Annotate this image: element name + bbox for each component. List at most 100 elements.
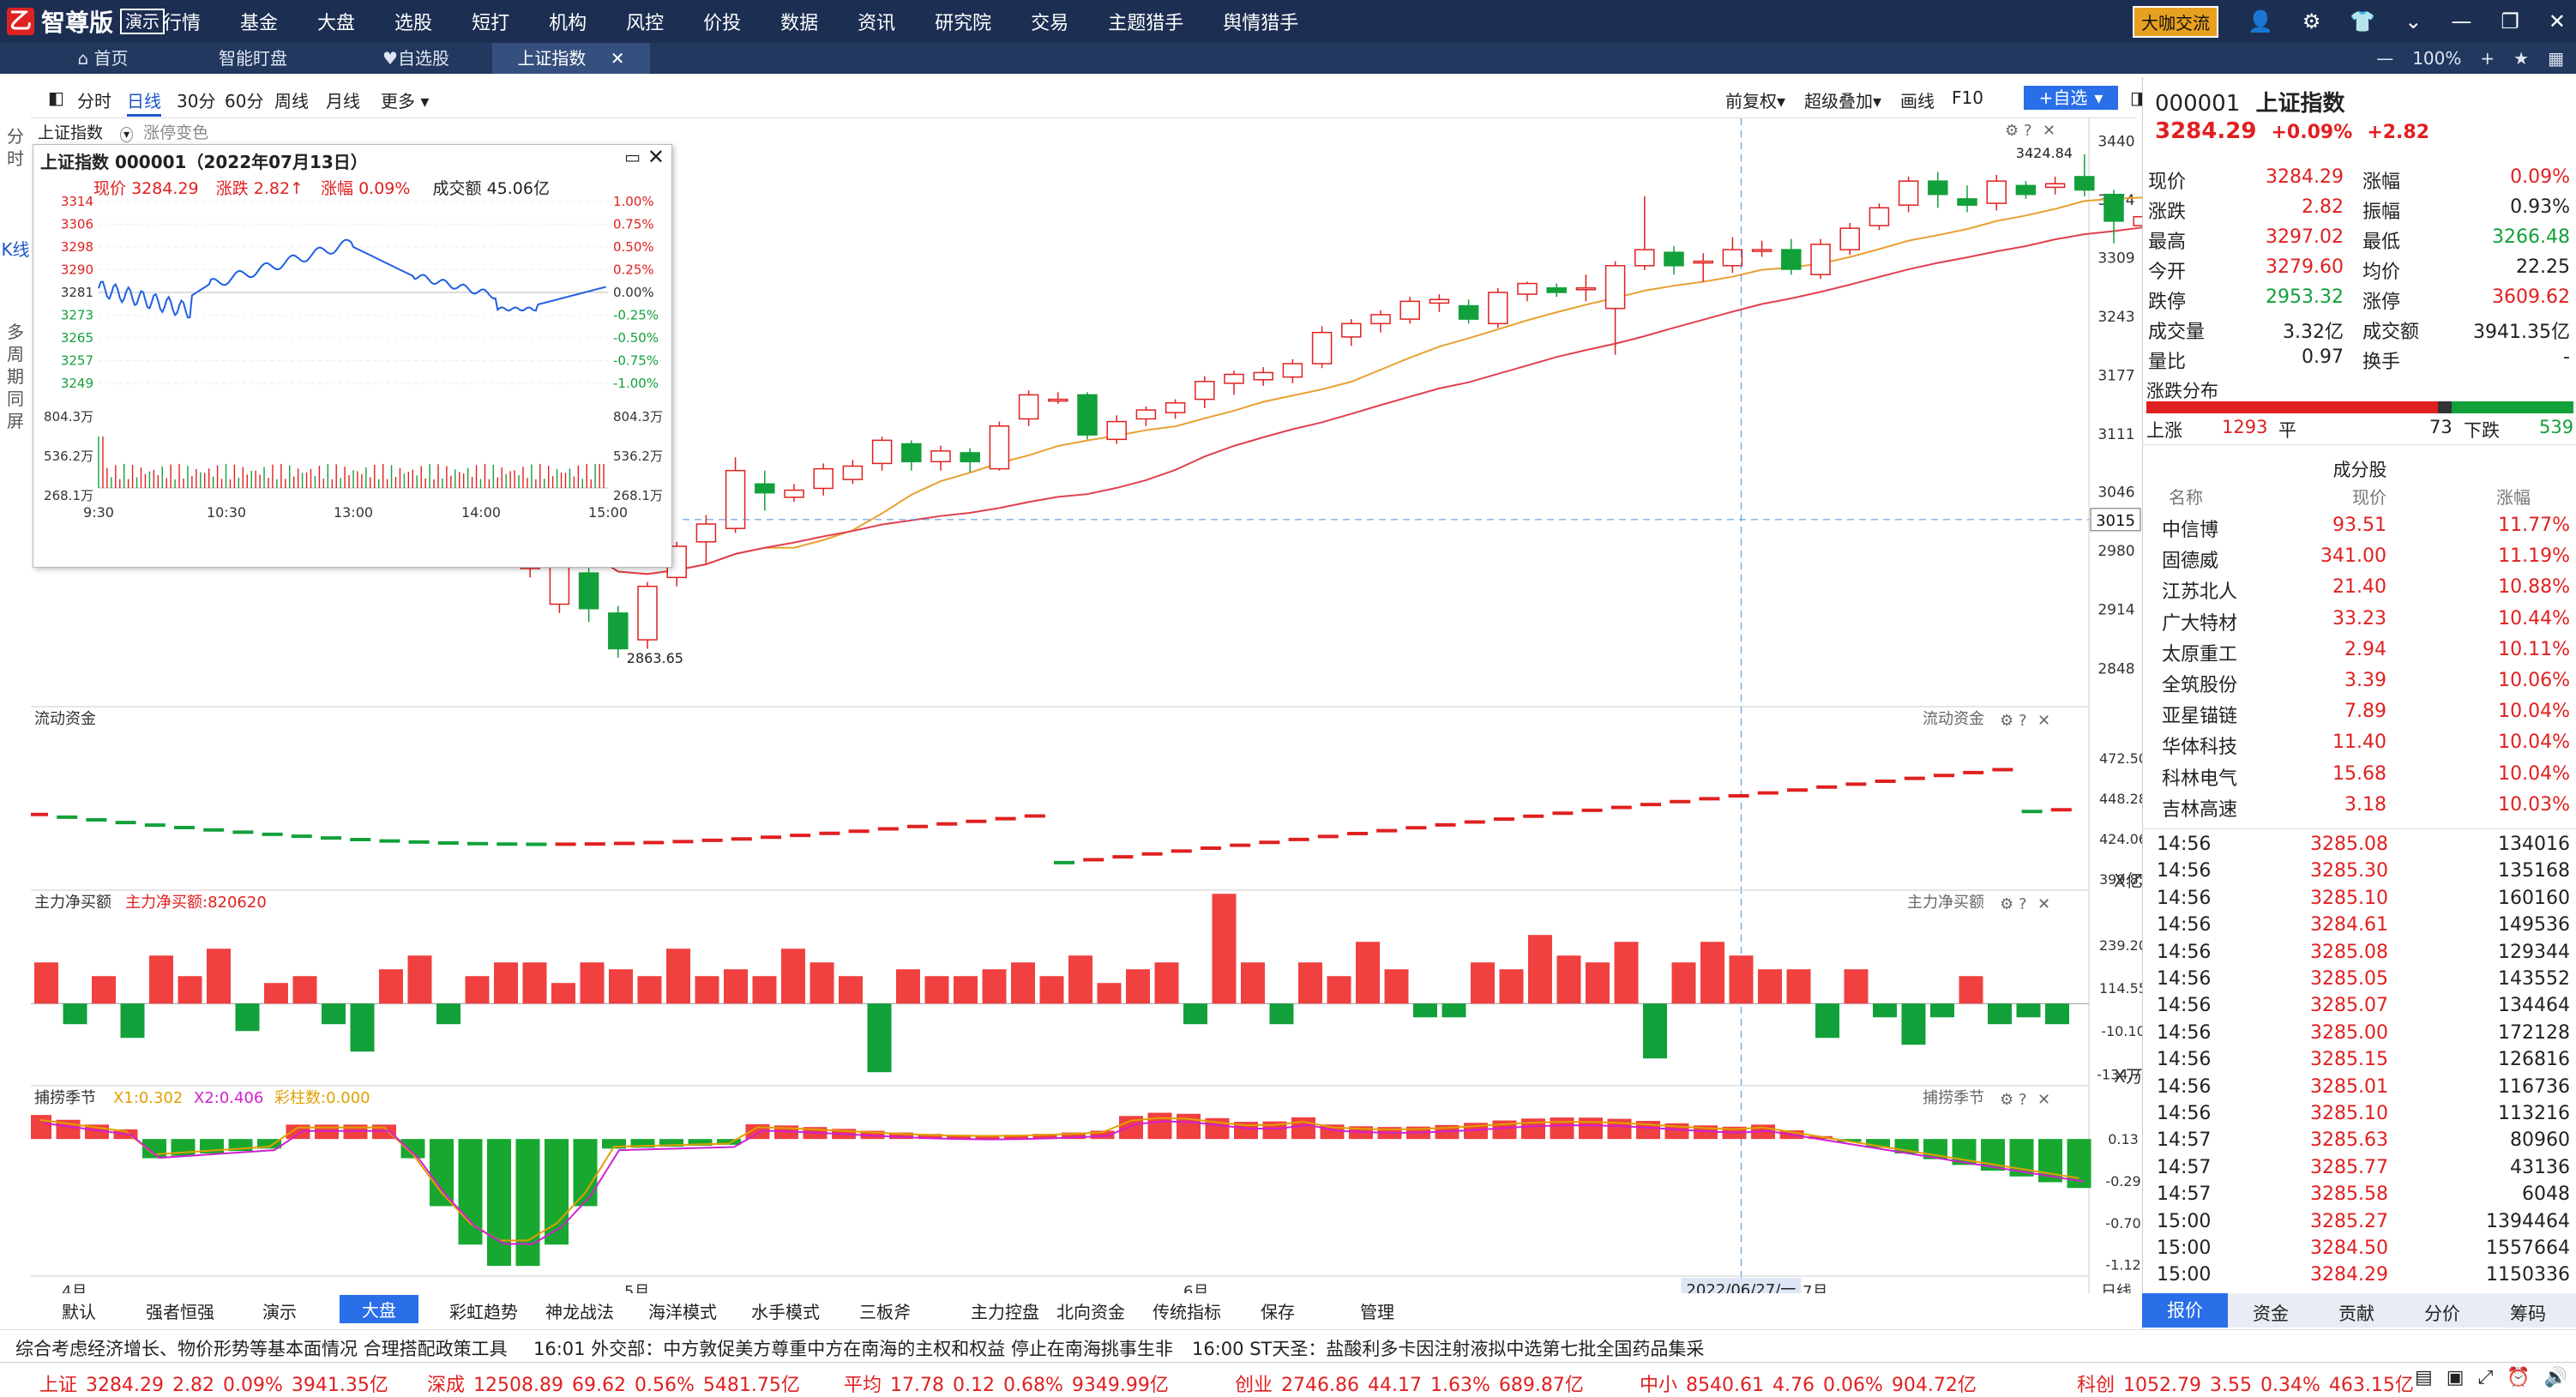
period-weekly[interactable]: 周线	[274, 91, 309, 111]
template-tab[interactable]: 大盘	[340, 1295, 418, 1323]
tab-close-icon[interactable]: ✕	[610, 48, 625, 69]
ticker-item[interactable]: 深成 12508.89 69.62 0.56% 5481.75亿	[427, 1370, 809, 1397]
menu-item[interactable]: 主题猎手	[1108, 13, 1184, 34]
template-tab[interactable]: 传统指标	[1153, 1302, 1221, 1322]
tab-home[interactable]: ⌂ 首页	[51, 43, 154, 74]
tab-smart-watch[interactable]: 智能盯盘	[197, 43, 309, 74]
chevron-down-icon[interactable]: ▾	[120, 127, 134, 142]
kline-chart[interactable]: 3440337433093243317731113046298029142848…	[31, 118, 2142, 1293]
calc-icon[interactable]: ▣	[2446, 1367, 2465, 1388]
ticker-item[interactable]: 上证 3284.29 2.82 0.09% 3941.35亿	[39, 1370, 397, 1397]
menu-item[interactable]: 研究院	[935, 13, 992, 34]
component-row[interactable]: 广大特材 33.23 10.44%	[2143, 605, 2576, 635]
main-help-icon[interactable]: ?	[2024, 122, 2032, 140]
template-tab[interactable]: 管理	[1360, 1302, 1394, 1322]
component-row[interactable]: 固德威 341.00 11.19%	[2143, 542, 2576, 573]
template-tab[interactable]: 北向资金	[1056, 1302, 1125, 1322]
quote-tab[interactable]: 报价	[2142, 1293, 2228, 1328]
netbuy-panel-tool-icon[interactable]: ✕	[2037, 895, 2050, 913]
flow-panel-tool-icon[interactable]: ?	[2019, 712, 2027, 730]
sound-icon[interactable]: 🔊	[2543, 1367, 2567, 1388]
menu-item[interactable]: 数据	[780, 13, 819, 34]
template-tab[interactable]: 演示	[262, 1302, 297, 1322]
quote-tab[interactable]: 分价	[2424, 1304, 2460, 1324]
menu-item[interactable]: 大盘	[317, 13, 356, 34]
component-row[interactable]: 全筑股份 3.39 10.06%	[2143, 666, 2576, 697]
quote-tab[interactable]: 贡献	[2338, 1304, 2374, 1324]
close-icon[interactable]: ✕	[2548, 9, 2566, 33]
news-icon[interactable]: ▤	[2414, 1367, 2433, 1388]
zoom-out-icon[interactable]: —	[2376, 48, 2394, 69]
limit-up-color-option[interactable]: 涨停变色	[143, 123, 209, 142]
ticker-item[interactable]: 创业 2746.86 44.17 1.63% 689.87亿	[1235, 1370, 1592, 1397]
season-panel-tool-icon[interactable]: ?	[2019, 1091, 2027, 1109]
news-item[interactable]: 16:01 外交部：中方敦促美方尊重中方在南海的主权和权益 停止在南海挑事生非	[533, 1339, 1173, 1359]
template-tab[interactable]: 默认	[62, 1302, 96, 1322]
ticker-item[interactable]: 平均 17.78 0.12 0.68% 9349.99亿	[844, 1370, 1177, 1397]
popup-minimize-icon[interactable]: ▭	[624, 147, 641, 167]
template-tab[interactable]: 海洋模式	[648, 1302, 717, 1322]
dropdown-icon[interactable]: ⌄	[2404, 9, 2423, 33]
chevron-down-icon[interactable]: ▾	[2094, 87, 2104, 108]
template-tab[interactable]: 强者恒强	[146, 1302, 214, 1322]
chart-icon[interactable]: ⤢	[2477, 1367, 2494, 1388]
period-30min[interactable]: 30分	[177, 91, 216, 111]
add-watchlist-button[interactable]: +自选 ▾	[2024, 86, 2118, 110]
menu-item[interactable]: 行情	[163, 13, 202, 34]
layout-icon[interactable]: ▦	[2548, 48, 2564, 69]
quote-tab[interactable]: 筹码	[2510, 1304, 2546, 1324]
component-row[interactable]: 太原重工 2.94 10.11%	[2143, 635, 2576, 666]
minimize-icon[interactable]: —	[2451, 9, 2472, 33]
period-daily[interactable]: 日线	[127, 87, 161, 117]
draw-line-button[interactable]: 画线	[1900, 91, 1935, 111]
star-icon[interactable]: ★	[2513, 48, 2530, 69]
menu-item[interactable]: 资讯	[858, 13, 896, 34]
period-more[interactable]: 更多 ▾	[381, 91, 430, 111]
component-row[interactable]: 吉林高速 3.18 10.03%	[2143, 791, 2576, 822]
menu-item[interactable]: 风控	[626, 13, 665, 34]
menu-item[interactable]: 价投	[703, 13, 742, 34]
popup-close-icon[interactable]: ✕	[647, 145, 665, 169]
main-settings-icon[interactable]: ⚙	[2005, 122, 2019, 140]
flow-panel-tool-icon[interactable]: ⚙	[2000, 712, 2013, 730]
quote-tab[interactable]: 资金	[2253, 1304, 2289, 1324]
template-tab[interactable]: 三板斧	[859, 1302, 911, 1322]
main-close-icon[interactable]: ✕	[2043, 122, 2055, 140]
menu-item[interactable]: 短打	[472, 13, 510, 34]
skin-icon[interactable]: 👕	[2350, 9, 2376, 33]
tab-sse-index[interactable]: 上证指数 ✕	[492, 43, 650, 74]
flow-panel-tool-icon[interactable]: ✕	[2037, 712, 2050, 730]
template-tab[interactable]: 彩虹趋势	[449, 1302, 518, 1322]
settings-icon[interactable]: ⚙	[2302, 9, 2321, 33]
period-60min[interactable]: 60分	[225, 91, 264, 111]
alarm-icon[interactable]: ⏰	[2507, 1367, 2531, 1388]
news-item[interactable]: 16:00 ST天圣：盐酸利多卡因注射液拟中选第七批全国药品集采	[1192, 1339, 1705, 1359]
left-tab-timeshare[interactable]: 分时	[0, 125, 31, 170]
adjust-dropdown[interactable]: 前复权▾	[1725, 91, 1786, 111]
template-tab[interactable]: 主力控盘	[971, 1302, 1039, 1322]
period-monthly[interactable]: 月线	[326, 91, 360, 111]
ticker-item[interactable]: 中小 8540.61 4.76 0.06% 904.72亿	[1640, 1370, 1985, 1397]
zoom-in-icon[interactable]: +	[2480, 48, 2495, 69]
app-logo[interactable]: 乙 智尊版 演示	[7, 5, 166, 38]
menu-item[interactable]: 机构	[549, 13, 587, 34]
component-row[interactable]: 江苏北人 21.40 10.88%	[2143, 573, 2576, 604]
user-icon[interactable]: 👤	[2247, 9, 2273, 33]
component-row[interactable]: 科林电气 15.68 10.04%	[2143, 760, 2576, 791]
left-tab-multi-period[interactable]: 多周期同屏	[0, 321, 31, 432]
template-tab[interactable]: 神龙战法	[545, 1302, 614, 1322]
season-panel-tool-icon[interactable]: ⚙	[2000, 1091, 2013, 1109]
sidebar-toggle-icon[interactable]: ◧	[48, 87, 64, 108]
menu-item[interactable]: 交易	[1031, 13, 1069, 34]
left-tab-kline[interactable]: K线	[0, 238, 31, 261]
tab-watchlist[interactable]: ♥自选股	[360, 43, 472, 74]
component-row[interactable]: 中信博 93.51 11.77%	[2143, 511, 2576, 542]
ticker-item[interactable]: 科创 1052.79 3.55 0.34% 463.15亿	[2077, 1370, 2423, 1397]
guru-exchange-button[interactable]: 大咖交流	[2132, 5, 2218, 38]
netbuy-panel-tool-icon[interactable]: ⚙	[2000, 895, 2013, 913]
period-timeshare[interactable]: 分时	[77, 91, 111, 111]
menu-item[interactable]: 选股	[394, 13, 433, 34]
f10-button[interactable]: F10	[1952, 87, 1983, 108]
component-row[interactable]: 华体科技 11.40 10.04%	[2143, 728, 2576, 759]
menu-item[interactable]: 舆情猎手	[1223, 13, 1299, 34]
